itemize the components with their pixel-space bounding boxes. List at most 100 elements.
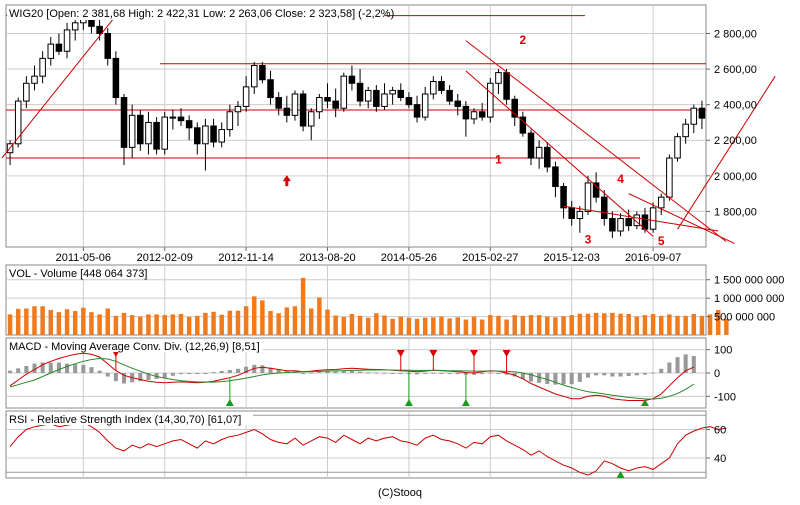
candle-down — [609, 218, 616, 232]
annotation-label: 1 — [495, 152, 502, 166]
macd-histogram-bar — [187, 373, 192, 374]
price-y-tick-labels: 1 800,00 2 000,00 2 200,00 2 400,00 2 600,00… — [706, 28, 757, 218]
macd-histogram-bar — [626, 373, 631, 377]
macd-histogram-bar — [113, 373, 118, 382]
candle-down — [112, 57, 120, 99]
annotation-label: 4 — [617, 172, 624, 186]
candle-up — [291, 93, 299, 116]
date-tick-labels: 2011-05-06 2012-02-09 2012-11-14 2013-08-20… — [56, 247, 681, 264]
macd-histogram-bar — [146, 373, 151, 380]
sell-signal-icon — [396, 350, 405, 357]
macd-histogram-bar — [610, 373, 615, 377]
volume-bar — [479, 319, 485, 335]
y-tick-label: 500 000 000 — [714, 312, 775, 324]
candle-down — [438, 81, 445, 91]
rsi-signal-markers — [616, 471, 625, 478]
volume-bar — [7, 314, 13, 335]
volume-bar — [81, 307, 86, 335]
sell-signal-icon — [470, 350, 479, 357]
candle-down — [96, 25, 103, 34]
volume-y-tick-labels: 500 000 000 1 000 000 000 1 500 000 000 — [706, 275, 784, 324]
y-tick-label: 1 800,00 — [714, 206, 757, 218]
macd-lines — [9, 352, 695, 401]
volume-bar — [300, 277, 306, 335]
candle-down — [560, 186, 567, 209]
y-tick-label: 1 500 000 000 — [714, 275, 784, 287]
volume-bar — [32, 306, 37, 335]
volume-bar — [618, 313, 623, 335]
price-title-background — [7, 6, 385, 20]
volume-bar — [72, 311, 78, 335]
candle-up — [657, 196, 665, 209]
candles — [6, 10, 706, 239]
candle-down — [104, 32, 112, 59]
candle-up — [674, 136, 681, 159]
volume-bar — [186, 316, 192, 335]
y-tick-label: 2 400,00 — [714, 100, 757, 112]
volume-bar — [97, 314, 102, 335]
y-tick-label: 100 — [714, 345, 732, 357]
candle-up — [202, 125, 209, 145]
volume-bar — [536, 315, 542, 335]
macd-histogram-bar — [211, 372, 216, 374]
footer-credit: (C)Stooq — [378, 487, 422, 499]
rsi-series-line — [9, 421, 727, 476]
volume-bar — [553, 317, 558, 335]
candle-up — [14, 100, 22, 145]
annotation-label: 2 — [520, 33, 527, 47]
macd-histogram-bar — [618, 373, 623, 377]
macd-histogram-bar — [390, 373, 395, 374]
price-title: WIG20 [Open: 2 381,68 High: 2 422,31 Low… — [9, 8, 394, 20]
volume-bar — [170, 314, 176, 335]
candle-down — [177, 116, 185, 122]
candle-up — [307, 111, 315, 127]
volume-bar — [455, 317, 460, 335]
candle-up — [617, 218, 624, 232]
annotation-label: 3 — [585, 232, 592, 246]
buy-signal-icon — [404, 399, 413, 406]
macd-histogram-bar — [512, 373, 517, 377]
volume-bar — [203, 312, 208, 335]
macd-histogram-bar — [520, 373, 525, 379]
macd-histogram-bar — [341, 371, 346, 373]
candle-down — [324, 97, 331, 102]
macd-histogram-bar — [585, 373, 591, 378]
volume-bar — [89, 312, 94, 335]
candle-down — [568, 207, 575, 220]
y-tick-label: 2 200,00 — [714, 135, 757, 147]
volume-bar — [317, 297, 322, 335]
volume-bar — [488, 315, 493, 335]
macd-histogram-bar — [675, 357, 680, 373]
price-panel: 1 2 3 4 5 1 800,00 2 000,00 2 200,00 2 400,00 2 … — [1, 4, 776, 264]
volume-bar — [227, 310, 233, 335]
candle-up — [389, 89, 396, 95]
candle-up — [487, 82, 494, 118]
y-tick-label: 2 800,00 — [714, 28, 757, 40]
volume-bar — [642, 315, 648, 335]
volume-bar — [691, 314, 697, 335]
candle-down — [527, 132, 535, 159]
volume-bar — [512, 315, 517, 335]
macd-histogram-bar — [268, 367, 273, 373]
candle-down — [625, 218, 632, 227]
candle-up — [71, 22, 79, 31]
candle-down — [373, 89, 380, 107]
volume-bar — [357, 315, 363, 335]
macd-histogram-bar — [439, 373, 444, 374]
macd-panel: -100 0 100 MACD - Moving Average Conv. Div… — [5, 337, 736, 409]
candle-down — [275, 97, 282, 109]
macd-y-tick-labels: -100 0 100 — [706, 345, 736, 403]
x-tick-label: 2016-09-07 — [625, 252, 681, 264]
macd-histogram-bar — [431, 372, 436, 374]
trendline — [465, 40, 727, 243]
candle-down — [348, 75, 356, 84]
volume-bar — [374, 313, 379, 335]
candle-down — [356, 82, 364, 102]
y-tick-label: -100 — [714, 391, 736, 403]
candle-up — [535, 146, 543, 159]
macd-histogram-bar — [73, 364, 78, 373]
macd-histogram-bar — [561, 373, 566, 385]
volume-bar — [252, 296, 257, 335]
macd-histogram-bar — [349, 370, 354, 373]
